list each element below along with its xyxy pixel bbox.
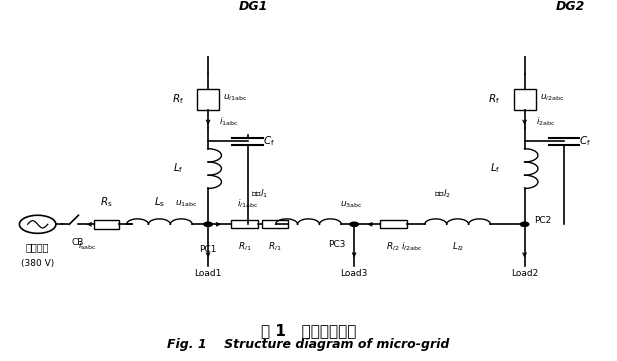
Text: Fig. 1    Structure diagram of micro-grid: Fig. 1 Structure diagram of micro-grid bbox=[167, 338, 450, 351]
Bar bbox=[262, 220, 288, 228]
Text: $i_\mathrm{1abc}$: $i_\mathrm{1abc}$ bbox=[219, 116, 239, 128]
Text: $R_\mathrm{f}$: $R_\mathrm{f}$ bbox=[172, 92, 184, 106]
Circle shape bbox=[350, 222, 358, 226]
Text: $u_{i\mathrm{1abc}}$: $u_{i\mathrm{1abc}}$ bbox=[223, 92, 248, 103]
Text: $C_\mathrm{f}$: $C_\mathrm{f}$ bbox=[263, 135, 275, 148]
Text: $L_{l2}$: $L_{l2}$ bbox=[452, 241, 464, 253]
Text: $i_{l\mathrm{2abc}}$: $i_{l\mathrm{2abc}}$ bbox=[401, 241, 423, 253]
Text: 图 1   微电网结构图: 图 1 微电网结构图 bbox=[261, 323, 356, 338]
Bar bbox=[182, 0, 234, 35]
Text: $R_\mathrm{s}$: $R_\mathrm{s}$ bbox=[100, 195, 113, 209]
Text: $C_\mathrm{f}$: $C_\mathrm{f}$ bbox=[579, 135, 591, 148]
Text: $L_\mathrm{f}$: $L_\mathrm{f}$ bbox=[490, 162, 500, 175]
Bar bbox=[94, 220, 118, 229]
Text: $R_\mathrm{f}$: $R_\mathrm{f}$ bbox=[488, 92, 500, 106]
Text: Load2: Load2 bbox=[511, 269, 538, 278]
Bar bbox=[499, 0, 550, 35]
Text: $u_{i\mathrm{2abc}}$: $u_{i\mathrm{2abc}}$ bbox=[540, 92, 565, 103]
Text: $L_\mathrm{s}$: $L_\mathrm{s}$ bbox=[154, 195, 165, 209]
Text: 线路$l_2$: 线路$l_2$ bbox=[434, 188, 451, 200]
Text: Load3: Load3 bbox=[341, 269, 368, 278]
Text: $R_{l1}$: $R_{l1}$ bbox=[238, 241, 251, 253]
Text: (380 V): (380 V) bbox=[21, 259, 54, 268]
Text: DG1: DG1 bbox=[239, 0, 268, 13]
Text: $i_{l\mathrm{1abc}}$: $i_{l\mathrm{1abc}}$ bbox=[237, 197, 259, 210]
Text: $u_\mathrm{3abc}$: $u_\mathrm{3abc}$ bbox=[340, 199, 362, 210]
Text: PC2: PC2 bbox=[534, 216, 551, 225]
Text: DG2: DG2 bbox=[555, 0, 585, 13]
Text: CB: CB bbox=[71, 238, 83, 247]
Bar bbox=[513, 89, 536, 110]
Text: $L_\mathrm{f}$: $L_\mathrm{f}$ bbox=[173, 162, 184, 175]
Text: PC3: PC3 bbox=[328, 240, 346, 249]
Circle shape bbox=[204, 222, 212, 226]
Text: 线路$l_1$: 线路$l_1$ bbox=[251, 188, 268, 200]
Bar bbox=[380, 220, 407, 228]
Text: 交流网络: 交流网络 bbox=[26, 242, 49, 252]
Text: $i_\mathrm{sabc}$: $i_\mathrm{sabc}$ bbox=[78, 239, 97, 252]
Text: $u_\mathrm{1abc}$: $u_\mathrm{1abc}$ bbox=[175, 199, 198, 209]
Circle shape bbox=[520, 222, 529, 226]
Text: $i_\mathrm{2abc}$: $i_\mathrm{2abc}$ bbox=[536, 116, 555, 128]
Text: $R_{l1}$: $R_{l1}$ bbox=[268, 241, 282, 253]
Bar bbox=[231, 220, 258, 228]
Text: Load1: Load1 bbox=[194, 269, 222, 278]
Bar bbox=[197, 89, 219, 110]
Text: $R_{l2}$: $R_{l2}$ bbox=[386, 241, 399, 253]
Text: PC1: PC1 bbox=[199, 245, 217, 254]
